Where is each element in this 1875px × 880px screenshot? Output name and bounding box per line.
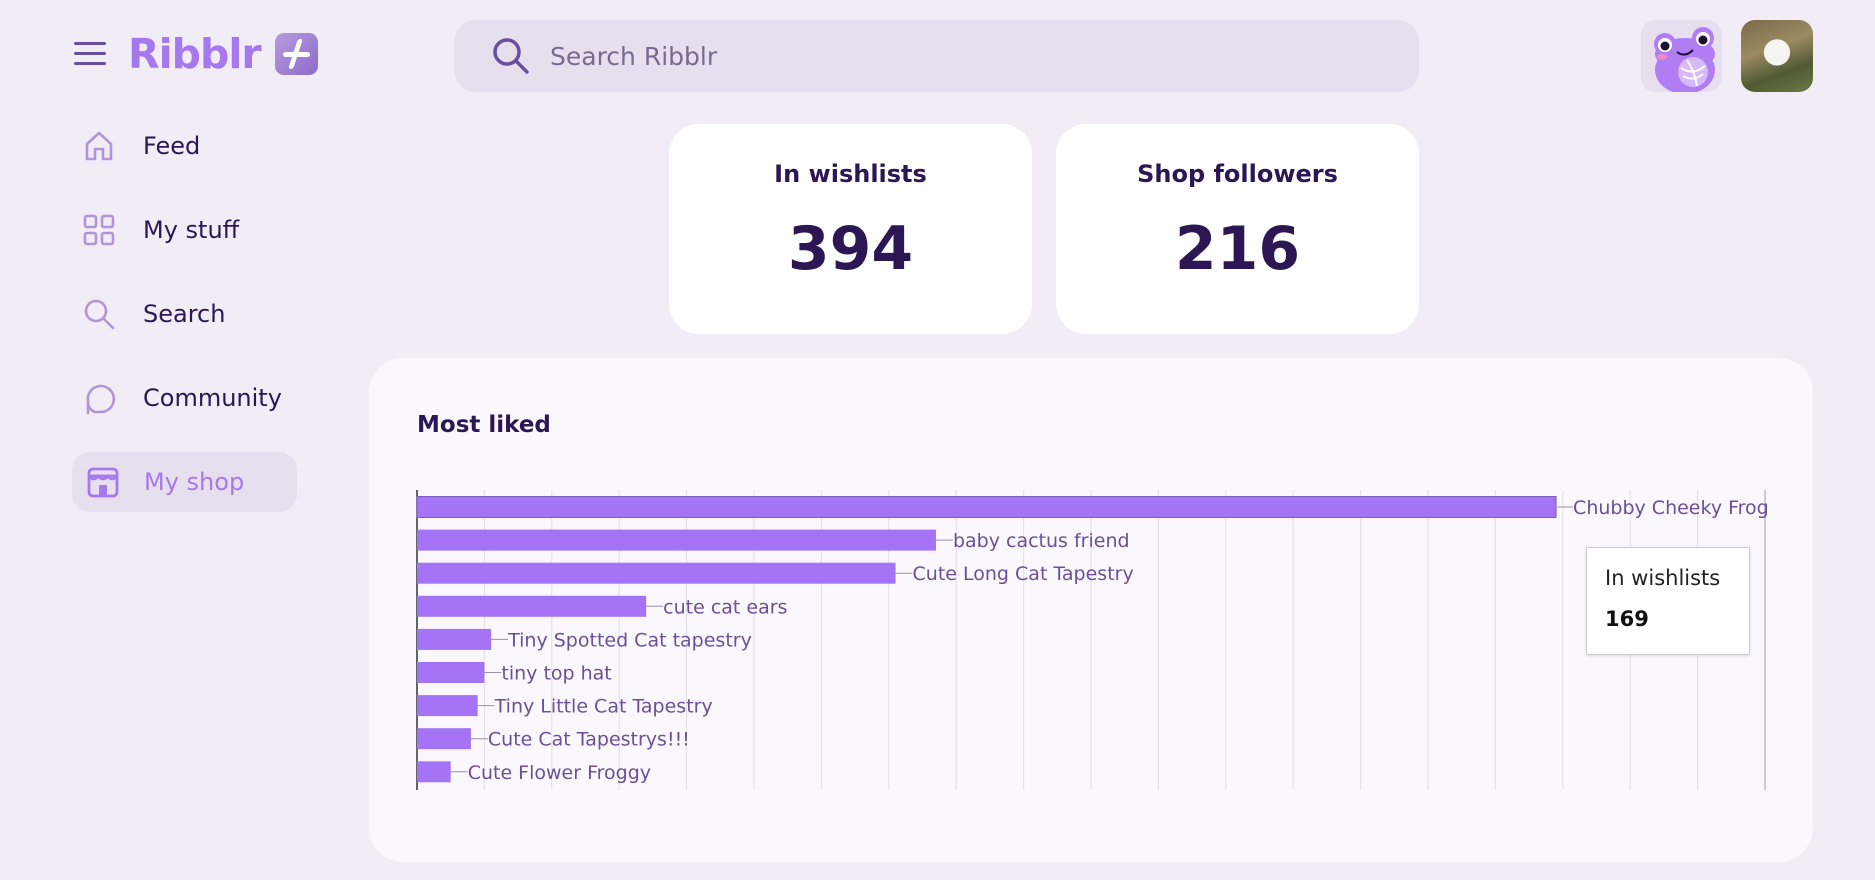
- home-icon: [85, 131, 113, 161]
- sidebar-item-label: My shop: [144, 468, 245, 496]
- frog-mascot-icon: [1654, 27, 1715, 92]
- search-bar[interactable]: [454, 20, 1419, 92]
- frog-mascot-button[interactable]: [1641, 20, 1722, 92]
- most-liked-bar-chart: Chubby Cheeky Frog baby cactus friend Cute…: [416, 490, 1769, 790]
- stat-card-shop-followers: Shop followers 216: [1056, 124, 1419, 334]
- sidebar-item-label: My stuff: [143, 216, 240, 244]
- menu-icon-line: [74, 42, 106, 45]
- stat-card-wishlists: In wishlists 394: [669, 124, 1032, 334]
- stat-value: 394: [787, 214, 914, 284]
- bar: [417, 595, 647, 617]
- sidebar-item-label: Search: [143, 300, 226, 328]
- search-input[interactable]: [550, 41, 1350, 71]
- menu-icon-line: [74, 62, 106, 65]
- stat-title: In wishlists: [774, 160, 927, 188]
- sidebar-item-community[interactable]: Community: [72, 368, 297, 428]
- bar: [417, 728, 471, 750]
- grid-icon: [83, 214, 115, 246]
- app-logo-text: Ribblr: [128, 30, 262, 78]
- chart-tooltip: In wishlists 169: [1586, 547, 1750, 655]
- menu-icon-line: [74, 52, 106, 55]
- sidebar-item-feed[interactable]: Feed: [72, 116, 297, 176]
- bar: [417, 562, 896, 584]
- search-icon: [84, 299, 115, 330]
- user-avatar[interactable]: [1741, 20, 1813, 92]
- sidebar-item-search[interactable]: Search: [72, 284, 297, 344]
- bar: [417, 628, 492, 650]
- search-icon: [493, 38, 529, 74]
- bar-label: Cute Cat Tapestrys!!!: [488, 729, 690, 751]
- most-liked-chart-card: Most liked Chubby Cheeky Frog baby cactus…: [369, 358, 1813, 862]
- tooltip-label: In wishlists: [1605, 566, 1721, 590]
- sidebar-item-my-shop[interactable]: My shop: [72, 452, 297, 512]
- tooltip-value: 169: [1605, 607, 1649, 631]
- stat-title: Shop followers: [1137, 160, 1338, 188]
- sidebar-item-label: Community: [143, 384, 282, 412]
- shop-icon: [87, 467, 119, 498]
- sidebar-nav: Feed My stuff Search Community My sh: [72, 116, 297, 536]
- bar-label: Tiny Little Cat Tapestry: [494, 696, 713, 718]
- app-logo[interactable]: Ribblr: [128, 28, 318, 80]
- bar: [417, 761, 451, 783]
- sidebar-item-label: Feed: [143, 132, 201, 160]
- bar: [416, 496, 1557, 518]
- plus-badge-icon: [274, 33, 318, 75]
- bar: [417, 695, 478, 717]
- menu-button[interactable]: [74, 42, 106, 70]
- stat-value: 216: [1174, 214, 1301, 284]
- bar: [417, 529, 936, 551]
- bar-label: cute cat ears: [663, 596, 787, 618]
- bar-label: Cute Flower Froggy: [468, 762, 651, 784]
- bar-label: Tiny Spotted Cat tapestry: [507, 629, 752, 651]
- sidebar-item-my-stuff[interactable]: My stuff: [72, 200, 297, 260]
- bar-label: baby cactus friend: [953, 530, 1130, 552]
- bar-label: Chubby Cheeky Frog: [1573, 497, 1769, 519]
- bar-label: Cute Long Cat Tapestry: [913, 563, 1134, 585]
- chart-title: Most liked: [417, 412, 551, 438]
- chat-bubble-icon: [86, 384, 116, 415]
- bar: [417, 662, 485, 683]
- bar-label: tiny top hat: [501, 663, 611, 685]
